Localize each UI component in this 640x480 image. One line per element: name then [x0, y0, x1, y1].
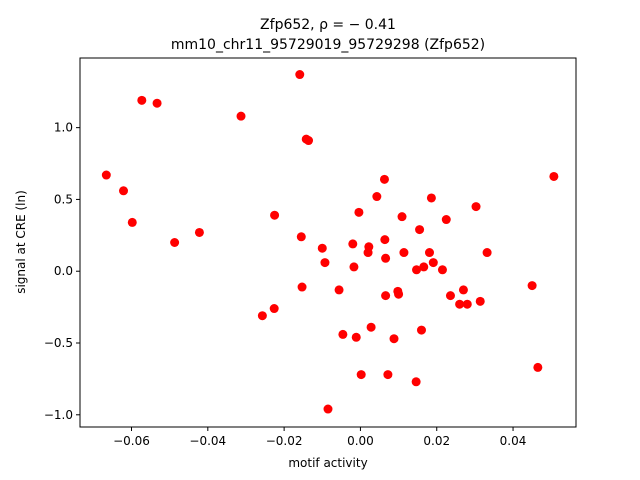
data-point	[394, 289, 404, 299]
data-point	[424, 248, 434, 258]
data-point	[323, 404, 333, 414]
data-point	[533, 362, 543, 372]
data-point	[380, 235, 390, 245]
y-tick-label: 1.0	[54, 121, 73, 135]
data-point	[257, 311, 267, 321]
y-tick-label: −1.0	[44, 408, 73, 422]
data-point	[194, 227, 204, 237]
data-point	[411, 377, 421, 387]
data-point	[381, 253, 391, 263]
data-point	[462, 299, 472, 309]
data-point	[383, 370, 393, 380]
x-tick-label: −0.04	[189, 434, 226, 448]
data-point	[372, 192, 382, 202]
data-point	[269, 304, 279, 314]
data-point	[389, 334, 399, 344]
x-tick-label: 0.04	[500, 434, 527, 448]
data-point	[348, 239, 358, 249]
data-point	[304, 136, 314, 146]
data-point	[170, 238, 180, 247]
data-point	[356, 370, 366, 380]
x-tick-label: −0.02	[266, 434, 303, 448]
data-point	[334, 285, 344, 295]
x-tick-label: −0.06	[113, 434, 150, 448]
data-point	[137, 95, 147, 105]
data-point	[379, 174, 389, 184]
data-point	[354, 207, 364, 217]
data-point	[416, 325, 426, 335]
y-tick-label: 0.5	[54, 192, 73, 206]
y-axis-label: signal at CRE (ln)	[14, 190, 28, 294]
data-point	[364, 242, 374, 252]
data-point	[428, 258, 438, 268]
data-point	[482, 248, 492, 258]
y-axis-ticks: −1.0 −0.5 0.0 0.5 1.0	[44, 121, 80, 422]
x-axis-label: motif activity	[288, 456, 367, 470]
data-point	[317, 243, 327, 253]
y-tick-label: −0.5	[44, 336, 73, 350]
data-point	[236, 111, 246, 121]
data-point	[445, 291, 455, 301]
data-point	[366, 322, 376, 332]
x-axis-ticks: −0.06 −0.04 −0.02 0.00 0.02 0.04	[113, 427, 526, 448]
data-point	[399, 248, 409, 258]
data-points	[101, 70, 559, 414]
data-point	[412, 265, 422, 275]
data-point	[127, 217, 137, 227]
data-point	[349, 262, 359, 272]
data-point	[458, 285, 468, 295]
data-point	[320, 258, 330, 268]
data-point	[338, 329, 348, 339]
data-point	[270, 210, 280, 220]
data-point	[295, 70, 305, 80]
data-point	[118, 186, 128, 196]
data-point	[475, 296, 485, 306]
chart-title-line-1: Zfp652, ρ = − 0.41	[260, 17, 396, 33]
x-tick-label: 0.02	[423, 434, 450, 448]
data-point	[415, 225, 425, 235]
data-point	[351, 332, 361, 342]
data-point	[381, 291, 391, 301]
data-point	[296, 232, 306, 242]
data-point	[397, 212, 407, 222]
data-point	[426, 193, 436, 203]
data-point	[101, 170, 111, 180]
data-point	[297, 282, 307, 292]
data-point	[437, 265, 447, 275]
data-point	[419, 262, 429, 272]
data-point	[549, 171, 559, 181]
plot-frame	[79, 57, 577, 428]
data-point	[527, 281, 537, 291]
data-point	[471, 202, 481, 212]
data-point	[441, 215, 451, 225]
chart-title-line-2: mm10_chr11_95729019_95729298 (Zfp652)	[171, 37, 485, 53]
y-tick-label: 0.0	[54, 264, 73, 278]
x-tick-label: 0.00	[347, 434, 374, 448]
data-point	[455, 299, 465, 309]
data-point	[152, 98, 162, 108]
